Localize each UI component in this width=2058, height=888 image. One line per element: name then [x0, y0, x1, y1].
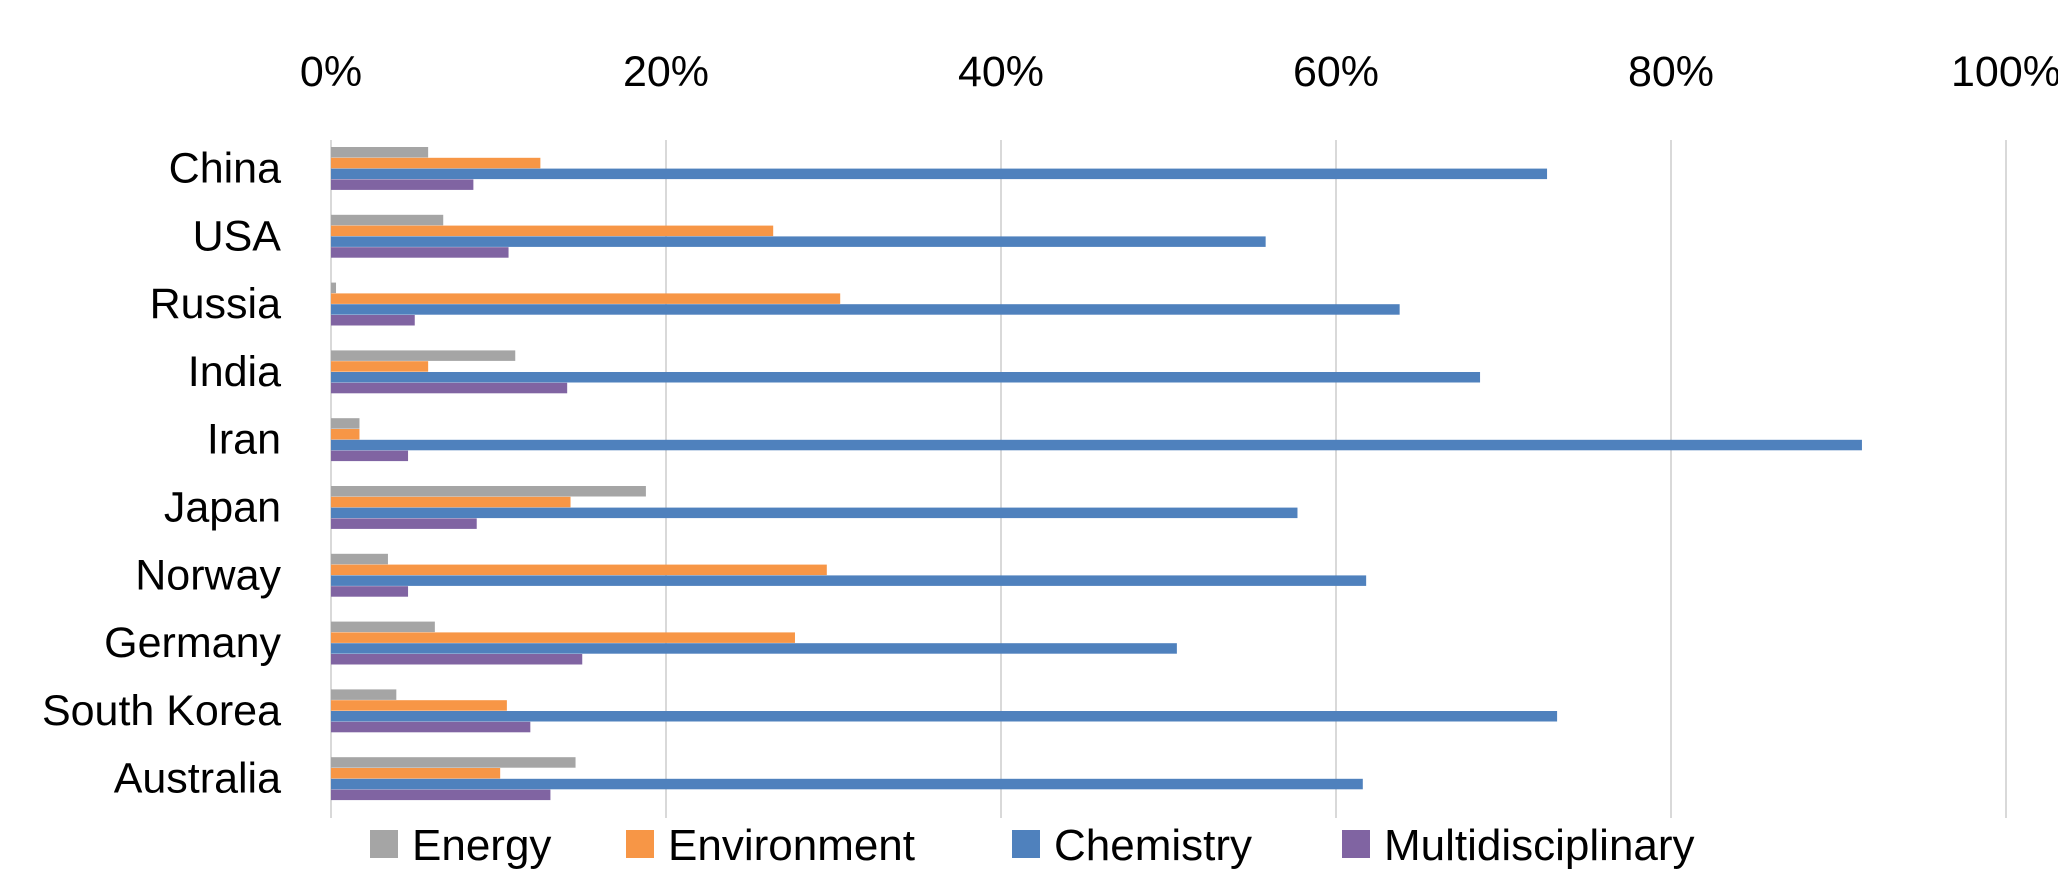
bar-multidisciplinary: [331, 179, 474, 190]
category-label: Iran: [207, 416, 281, 464]
bars: [331, 147, 1862, 801]
bar-environment: [331, 496, 571, 508]
x-tick-label: 100%: [1951, 48, 2058, 96]
legend-swatch: [1342, 830, 1370, 858]
legend: Energy Environment Chemistry Multidisciplin…: [370, 821, 1695, 870]
bar-environment: [331, 632, 795, 643]
legend-label: Chemistry: [1054, 821, 1252, 870]
bar-multidisciplinary: [331, 518, 477, 529]
x-tick-label: 60%: [1293, 48, 1379, 96]
bar-chemistry: [331, 439, 1862, 451]
bar-environment: [331, 361, 429, 372]
bar-chemistry: [331, 372, 1481, 383]
legend-swatch: [1012, 830, 1040, 858]
bar-energy: [331, 621, 435, 633]
bar-multidisciplinary: [331, 382, 568, 394]
category-label: South Korea: [42, 687, 281, 735]
x-axis-ticks: 0% 20% 40% 60% 80% 100%: [300, 48, 2058, 96]
bar-chemistry: [331, 304, 1400, 315]
bar-multidisciplinary: [331, 654, 583, 665]
x-tick-label: 0%: [300, 48, 362, 96]
y-axis-categories: China USA Russia India Iran Japan Norway German…: [42, 144, 282, 802]
bar-multidisciplinary: [331, 247, 509, 258]
bar-environment: [331, 293, 841, 304]
bar-energy: [331, 486, 646, 497]
bar-energy: [331, 214, 444, 226]
category-label: USA: [193, 212, 282, 260]
legend-label: Multidisciplinary: [1384, 821, 1695, 870]
legend-swatch: [626, 830, 654, 858]
bar-environment: [331, 768, 501, 779]
bar-chemistry: [331, 575, 1367, 586]
bar-energy: [331, 757, 576, 768]
bar-environment: [331, 700, 507, 711]
bar-energy: [331, 418, 360, 429]
bar-energy: [331, 350, 516, 361]
bar-chemistry: [331, 168, 1548, 180]
x-tick-label: 80%: [1628, 48, 1714, 96]
category-label: Australia: [114, 755, 281, 803]
category-label: India: [188, 348, 281, 396]
bar-energy: [331, 147, 429, 158]
category-label: China: [169, 144, 281, 192]
bar-energy: [331, 689, 397, 700]
bar-energy: [331, 553, 388, 565]
bar-chemistry: [331, 711, 1558, 722]
bar-environment: [331, 157, 541, 169]
category-label: Russia: [150, 280, 282, 328]
category-label: Germany: [104, 619, 281, 667]
x-tick-label: 20%: [623, 48, 709, 96]
bar-environment: [331, 564, 827, 576]
bar-multidisciplinary: [331, 789, 551, 801]
bar-chemistry: [331, 778, 1363, 790]
bar-energy: [331, 282, 337, 294]
bar-multidisciplinary: [331, 721, 531, 733]
category-label: Norway: [135, 551, 281, 599]
bar-chemistry: [331, 643, 1177, 654]
legend-label: Energy: [412, 821, 551, 870]
bar-multidisciplinary: [331, 450, 409, 462]
bar-multidisciplinary: [331, 315, 415, 326]
x-tick-label: 40%: [958, 48, 1044, 96]
bar-chemistry: [331, 507, 1298, 519]
bar-multidisciplinary: [331, 586, 409, 597]
category-label: Japan: [164, 483, 281, 531]
bar-environment: [331, 225, 774, 237]
bar-environment: [331, 429, 360, 440]
legend-swatch: [370, 830, 398, 858]
legend-label: Environment: [668, 821, 915, 870]
bar-chemistry: [331, 236, 1266, 247]
